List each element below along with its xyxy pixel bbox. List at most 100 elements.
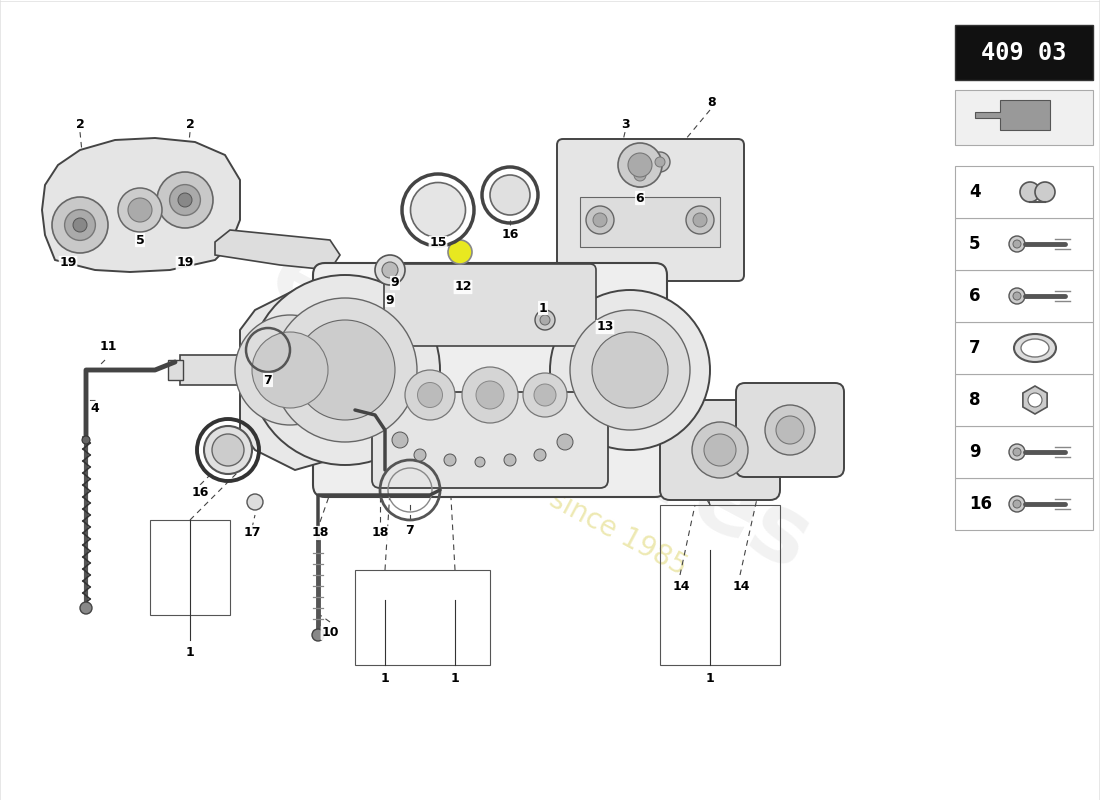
Text: 9: 9: [969, 443, 980, 461]
Circle shape: [448, 240, 472, 264]
Text: 11: 11: [99, 341, 117, 354]
Circle shape: [65, 210, 96, 240]
Text: 10: 10: [321, 626, 339, 639]
Bar: [180, 355, 245, 385]
Bar: [955, 166, 1093, 218]
Circle shape: [157, 172, 213, 228]
Circle shape: [82, 436, 90, 444]
Text: 4: 4: [90, 402, 99, 414]
Bar: [630, 400, 720, 460]
Text: 8: 8: [707, 95, 716, 109]
Circle shape: [618, 143, 662, 187]
Text: 7: 7: [969, 339, 980, 357]
Circle shape: [52, 197, 108, 253]
Text: 14: 14: [733, 581, 750, 594]
Circle shape: [80, 602, 92, 614]
Polygon shape: [240, 290, 340, 470]
Circle shape: [490, 175, 530, 215]
Circle shape: [235, 315, 345, 425]
Polygon shape: [214, 230, 340, 270]
Text: 1: 1: [381, 671, 389, 685]
Text: 13: 13: [596, 321, 614, 334]
FancyBboxPatch shape: [372, 392, 608, 488]
Bar: [355, 570, 490, 665]
Text: 2: 2: [186, 118, 195, 131]
Circle shape: [692, 422, 748, 478]
Circle shape: [1020, 182, 1040, 202]
Circle shape: [414, 449, 426, 461]
Circle shape: [1009, 444, 1025, 460]
Text: 16: 16: [502, 227, 519, 241]
Bar: [955, 322, 1093, 374]
Text: 4: 4: [969, 183, 980, 201]
Bar: [168, 360, 183, 380]
FancyBboxPatch shape: [384, 264, 596, 346]
Circle shape: [1035, 182, 1055, 202]
Text: 3: 3: [621, 118, 630, 131]
Circle shape: [128, 198, 152, 222]
Text: 17: 17: [243, 526, 261, 538]
Ellipse shape: [1014, 334, 1056, 362]
Circle shape: [178, 193, 192, 207]
Circle shape: [1013, 448, 1021, 456]
Circle shape: [593, 213, 607, 227]
Text: 9: 9: [386, 294, 394, 306]
Polygon shape: [1023, 386, 1047, 414]
Text: a passion for parts since 1985: a passion for parts since 1985: [308, 359, 692, 581]
Circle shape: [693, 213, 707, 227]
Circle shape: [248, 494, 263, 510]
Text: 16: 16: [969, 495, 992, 513]
Circle shape: [534, 449, 546, 461]
Circle shape: [634, 169, 646, 181]
Circle shape: [462, 367, 518, 423]
FancyBboxPatch shape: [660, 400, 780, 500]
Bar: [955, 374, 1093, 426]
Circle shape: [776, 416, 804, 444]
Text: 1: 1: [186, 646, 195, 658]
Circle shape: [550, 290, 710, 450]
Circle shape: [392, 432, 408, 448]
Circle shape: [73, 218, 87, 232]
Text: 18: 18: [311, 526, 329, 539]
Polygon shape: [42, 138, 240, 272]
Text: 1: 1: [539, 302, 548, 314]
Circle shape: [169, 185, 200, 215]
Circle shape: [312, 629, 324, 641]
Circle shape: [444, 454, 456, 466]
Circle shape: [557, 434, 573, 450]
Circle shape: [1009, 288, 1025, 304]
Circle shape: [628, 153, 652, 177]
Text: 5: 5: [135, 234, 144, 246]
Text: eurospares: eurospares: [255, 229, 825, 591]
Bar: [955, 90, 1093, 145]
FancyBboxPatch shape: [314, 263, 667, 497]
Text: 5: 5: [969, 235, 980, 253]
Circle shape: [592, 332, 668, 408]
Bar: [660, 505, 780, 665]
Text: 409 03: 409 03: [981, 41, 1067, 65]
Ellipse shape: [212, 434, 244, 466]
Circle shape: [418, 382, 442, 407]
Bar: [150, 520, 230, 615]
Ellipse shape: [410, 182, 465, 238]
Circle shape: [273, 298, 417, 442]
Circle shape: [475, 457, 485, 467]
Circle shape: [764, 405, 815, 455]
Circle shape: [704, 434, 736, 466]
FancyBboxPatch shape: [736, 383, 844, 477]
Text: 16: 16: [191, 486, 209, 498]
Bar: [955, 25, 1093, 80]
Text: 15: 15: [429, 237, 447, 250]
Circle shape: [504, 454, 516, 466]
Text: 1: 1: [705, 671, 714, 685]
Circle shape: [1028, 393, 1042, 407]
Circle shape: [654, 157, 666, 167]
Circle shape: [628, 163, 652, 187]
Circle shape: [534, 384, 556, 406]
Circle shape: [295, 320, 395, 420]
Text: 8: 8: [969, 391, 980, 409]
Circle shape: [586, 206, 614, 234]
Circle shape: [540, 315, 550, 325]
Circle shape: [535, 310, 556, 330]
Text: 7: 7: [406, 523, 415, 537]
